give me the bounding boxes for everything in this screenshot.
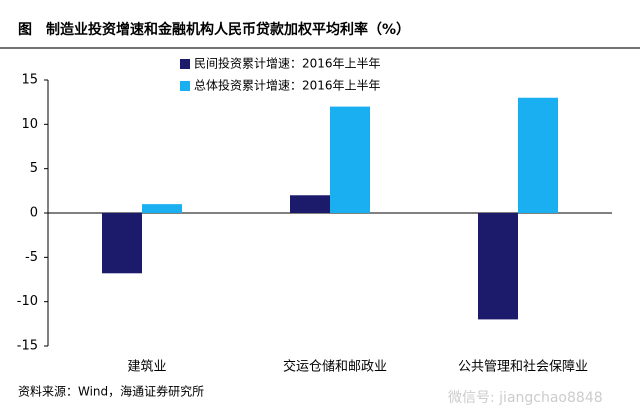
x-tick-label: 建筑业: [127, 359, 166, 375]
source: 资料来源：Wind，海通证券研究所: [18, 384, 204, 399]
bar: [142, 204, 182, 213]
bar: [518, 97, 558, 213]
x-tick-label: 公共管理和社会保障业: [458, 359, 588, 375]
bar: [102, 213, 142, 274]
bar: [478, 213, 518, 320]
y-tick-label: -15: [17, 339, 38, 354]
y-tick-label: 0: [30, 206, 38, 221]
legend-swatch: [180, 81, 190, 91]
legend-swatch: [180, 59, 190, 69]
chart-title: 图 制造业投资增速和金融机构人民币贷款加权平均利率（%）: [18, 21, 410, 38]
y-tick-label: 15: [21, 73, 38, 88]
watermark: 微信号: jiangchao8848: [448, 390, 603, 406]
y-tick-label: -5: [25, 250, 38, 265]
bar: [330, 106, 370, 213]
x-tick-label: 交运仓储和邮政业: [283, 359, 387, 375]
legend-label: 总体投资累计增速：2016年上半年: [194, 78, 381, 93]
legend-label: 民间投资累计增速：2016年上半年: [194, 56, 381, 71]
y-tick-label: -10: [17, 294, 38, 309]
y-tick-label: 5: [30, 161, 38, 176]
bar: [290, 195, 330, 213]
y-tick-label: 10: [21, 117, 38, 132]
